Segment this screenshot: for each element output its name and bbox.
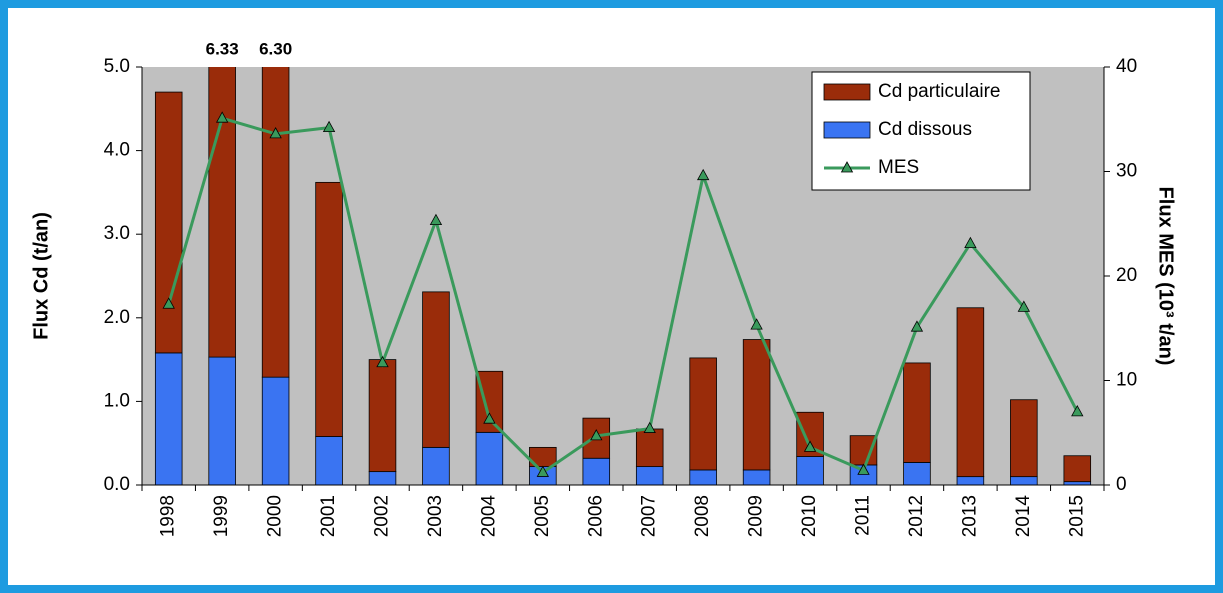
bar (903, 362, 931, 463)
bar (1010, 476, 1038, 485)
marker (1017, 300, 1031, 312)
bar (261, 376, 290, 485)
bar (315, 181, 343, 437)
bar (368, 359, 397, 473)
marker (750, 318, 763, 330)
bar (1010, 399, 1038, 478)
x-tick-label: 2009 (746, 495, 767, 537)
bar (635, 466, 664, 485)
legend-swatch (823, 83, 871, 101)
x-tick-label: 2000 (265, 495, 286, 537)
legend-label: MES (878, 157, 919, 178)
x-tick-label: 2002 (372, 495, 393, 537)
bar (903, 462, 931, 485)
bar (689, 469, 717, 485)
annotation: 6.30 (259, 39, 292, 58)
y2-axis-title: Flux MES (10³ t/an) (1155, 187, 1177, 366)
legend-swatch (823, 121, 871, 139)
x-tick-label: 2004 (478, 495, 499, 538)
x-tick-label: 2010 (799, 495, 820, 537)
y2-tick-label: 10 (1116, 370, 1137, 391)
x-tick-label: 2003 (425, 495, 446, 537)
bar (368, 471, 397, 485)
overlay: 0.0 1.0 2.0 3.0 4.0 5.0 0 10 20 30 40 1998 1999 2000 2… (104, 39, 1138, 537)
bar (1063, 455, 1092, 483)
x-tick-label: 2001 (318, 495, 339, 537)
bar (315, 436, 343, 485)
marker (429, 213, 443, 226)
x-tick-label: 2012 (906, 495, 927, 537)
marker (376, 355, 389, 368)
x-tick-label: 1998 (158, 495, 179, 537)
marker (269, 127, 282, 139)
y2-tick-label: 30 (1116, 161, 1137, 182)
y-tick-label: 3.0 (104, 223, 130, 244)
bar (261, 67, 290, 378)
bar (635, 428, 664, 468)
x-tick-label: 2013 (959, 495, 980, 537)
y-tick-label: 4.0 (104, 140, 130, 161)
marker (162, 297, 175, 309)
marker (857, 463, 870, 475)
x-tick-label: 1999 (211, 495, 232, 537)
y-tick-label: 1.0 (104, 390, 130, 411)
y-tick-label: 0.0 (104, 474, 130, 495)
marker (696, 168, 710, 181)
x-tick-label: 2015 (1066, 495, 1087, 537)
legend-marker (840, 161, 854, 173)
bar (742, 339, 771, 471)
marker (483, 412, 496, 424)
bar (689, 357, 717, 471)
legend-label: Cd particulaire (878, 81, 1001, 102)
annotation: 6.33 (206, 39, 239, 58)
marker (643, 421, 656, 433)
bar (208, 356, 236, 485)
bar (849, 435, 878, 466)
bar (422, 446, 450, 485)
marker (590, 429, 603, 441)
legend-label: Cd dissous (878, 119, 972, 140)
x-tick-label: 2014 (1013, 495, 1034, 538)
x-tick-label: 2006 (585, 495, 606, 537)
x-tick-label: 2008 (692, 495, 713, 537)
marker (803, 440, 817, 452)
marker (322, 120, 336, 133)
y2-tick-label: 0 (1116, 474, 1127, 495)
y2-tick-label: 40 (1116, 56, 1137, 77)
y2-tick-label: 20 (1116, 265, 1137, 286)
line (167, 116, 1079, 475)
marker (964, 236, 977, 249)
bar (956, 476, 985, 485)
bar (422, 291, 450, 448)
bar (582, 457, 611, 485)
bar (796, 456, 824, 485)
x-tick-label: 2011 (853, 495, 874, 536)
bar (154, 91, 183, 354)
bar (956, 307, 985, 478)
y-tick-label: 2.0 (104, 307, 130, 328)
marker (536, 465, 550, 477)
marker (1071, 405, 1084, 417)
x-tick-label: 2007 (639, 495, 660, 537)
marker (215, 111, 229, 123)
marker (910, 320, 924, 332)
y-axis-title: Flux Cd (t/an) (30, 212, 52, 340)
y-tick-label: 5.0 (104, 56, 130, 77)
bar (1063, 481, 1092, 485)
x-tick-label: 2005 (532, 495, 553, 537)
bar (154, 352, 183, 485)
bar (742, 469, 771, 485)
bar (475, 431, 504, 485)
